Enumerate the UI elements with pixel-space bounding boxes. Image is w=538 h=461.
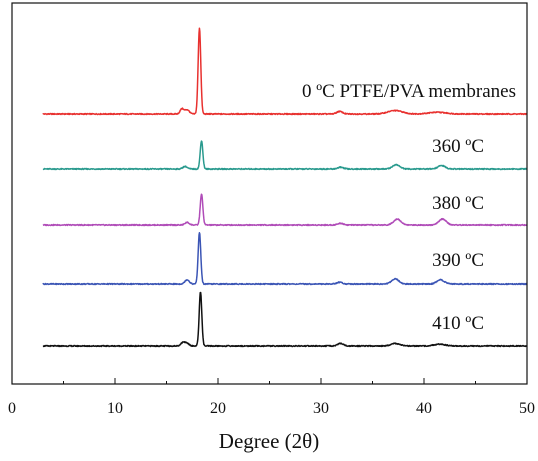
series-layer — [42, 27, 528, 348]
x-tick-label: 30 — [313, 400, 329, 417]
x-axis-title: Degree (2θ) — [219, 429, 319, 453]
series-line — [42, 291, 528, 348]
series-line — [42, 193, 528, 227]
x-tick-label: 40 — [416, 400, 432, 417]
series-label: 390 ºC — [432, 250, 484, 271]
x-tick-label: 20 — [210, 400, 226, 417]
series-label: 410 ºC — [432, 313, 484, 334]
series-line — [42, 232, 528, 286]
series-label-layer: 0 ºC PTFE/PVA membranes 360 ºC 380 ºC 390 º… — [302, 81, 516, 334]
x-tick-label: 10 — [107, 400, 123, 417]
series-line — [42, 27, 528, 116]
x-tick-label: 50 — [519, 400, 535, 417]
x-tick-label: 0 — [8, 400, 16, 417]
x-axis-ticks: 0 10 20 30 40 50 — [8, 378, 535, 417]
series-label: 380 ºC — [432, 193, 484, 214]
series-label: 360 ºC — [432, 136, 484, 157]
series-label: 0 ºC PTFE/PVA membranes — [302, 81, 516, 102]
series-line — [42, 140, 528, 171]
